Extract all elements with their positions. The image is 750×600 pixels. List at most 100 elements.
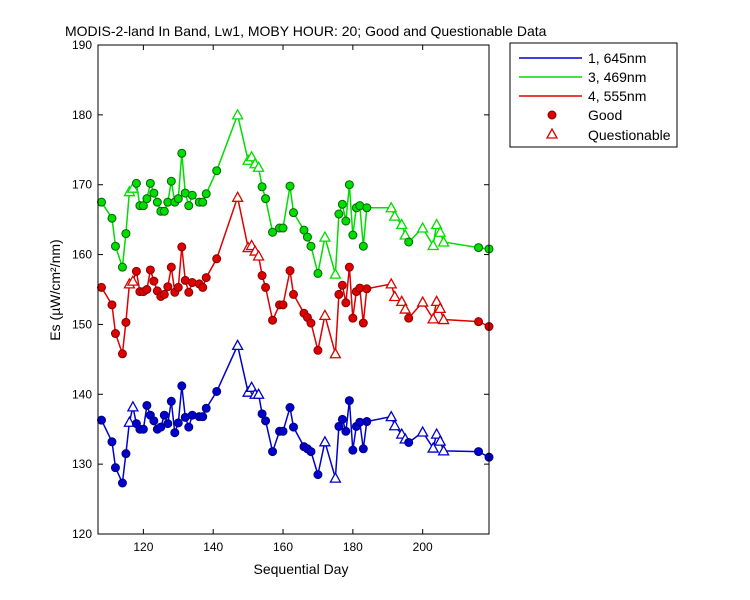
y-tick-label: 190: [72, 38, 92, 52]
questionable-point: [252, 160, 265, 172]
good-point: [337, 280, 347, 290]
good-point: [341, 426, 351, 436]
y-tick-label: 160: [72, 248, 92, 262]
good-point: [268, 447, 278, 457]
good-point: [358, 444, 368, 454]
good-point: [358, 241, 368, 251]
series-layer: [96, 108, 494, 488]
good-point: [166, 176, 176, 186]
good-point: [299, 225, 309, 235]
good-point: [261, 416, 271, 426]
x-tick-label: 160: [273, 540, 293, 554]
good-point: [96, 415, 106, 425]
good-point: [117, 478, 127, 488]
questionable-point: [252, 387, 265, 399]
questionable-point: [395, 295, 408, 307]
legend-label-555nm: 4, 555nm: [588, 88, 646, 104]
x-tick-label: 200: [413, 540, 433, 554]
good-point: [96, 197, 106, 207]
good-point: [152, 197, 162, 207]
questionable-point: [430, 218, 443, 230]
good-point: [173, 194, 183, 204]
good-point: [159, 410, 169, 420]
good-point: [337, 414, 347, 424]
good-point: [334, 289, 344, 299]
good-point: [212, 254, 222, 264]
good-point: [184, 422, 194, 432]
questionable-point: [318, 435, 332, 447]
questionable-point: [434, 302, 447, 314]
good-point: [278, 426, 288, 436]
good-point: [107, 213, 117, 223]
legend-good-marker: [547, 110, 557, 120]
y-tick-label: 150: [72, 317, 92, 331]
good-point: [212, 166, 222, 176]
good-point: [142, 194, 152, 204]
good-point: [121, 317, 131, 327]
good-point: [341, 216, 351, 226]
questionable-point: [231, 108, 244, 120]
good-point: [306, 318, 316, 328]
questionable-point: [126, 181, 140, 193]
legend-label-good: Good: [588, 107, 622, 123]
good-point: [198, 412, 208, 422]
good-point: [142, 285, 152, 294]
questionable-point: [318, 230, 332, 242]
good-point: [166, 396, 176, 406]
questionable-point: [430, 427, 443, 439]
legend-box: [509, 42, 678, 148]
questionable-point: [416, 295, 429, 307]
good-point: [285, 181, 295, 191]
good-point: [344, 262, 354, 272]
questionable-point: [427, 441, 440, 453]
good-point: [285, 266, 295, 276]
good-point: [201, 189, 211, 199]
questionable-point: [231, 190, 244, 202]
chart-title: MODIS-2-land In Band, Lw1, MOBY HOUR: 20…: [65, 23, 547, 39]
good-point: [334, 421, 344, 431]
good-point: [348, 230, 358, 240]
questionable-point: [427, 239, 440, 251]
y-tick-label: 120: [72, 527, 92, 541]
legend: 1, 645nm 3, 469nm 4, 555nm Good Question…: [509, 42, 678, 148]
good-point: [156, 422, 166, 432]
questionable-point: [388, 419, 401, 431]
questionable-point: [430, 295, 443, 307]
questionable-point: [416, 425, 429, 437]
good-point: [107, 300, 117, 310]
good-point: [289, 422, 298, 432]
good-point: [163, 282, 173, 292]
good-point: [177, 381, 187, 391]
good-point: [159, 289, 169, 299]
legend-label-questionable: Questionable: [588, 127, 671, 143]
good-point: [149, 276, 159, 286]
x-tick-label: 140: [203, 540, 223, 554]
good-point: [121, 449, 131, 459]
good-point: [348, 313, 358, 323]
plot-frame: [97, 44, 490, 535]
good-point: [362, 203, 372, 213]
x-axis-label: Sequential Day: [254, 561, 349, 577]
series-line-1: [100, 112, 490, 275]
questionable-point: [395, 218, 408, 230]
good-point: [344, 180, 354, 190]
good-point: [198, 197, 208, 207]
good-point: [138, 201, 148, 211]
good-point: [278, 300, 288, 310]
y-tick-label: 140: [72, 387, 92, 401]
good-point: [313, 345, 323, 355]
good-point: [289, 289, 298, 299]
questionable-point: [252, 249, 265, 261]
good-point: [163, 419, 173, 429]
good-point: [474, 317, 484, 327]
good-point: [257, 182, 267, 192]
good-point: [261, 194, 271, 204]
questionable-point: [416, 221, 429, 233]
x-tick-label: 180: [343, 540, 363, 554]
questionable-point: [385, 201, 398, 213]
good-point: [149, 188, 159, 198]
good-point: [268, 315, 278, 325]
good-point: [474, 447, 484, 457]
good-point: [344, 396, 354, 406]
good-point: [187, 190, 197, 200]
